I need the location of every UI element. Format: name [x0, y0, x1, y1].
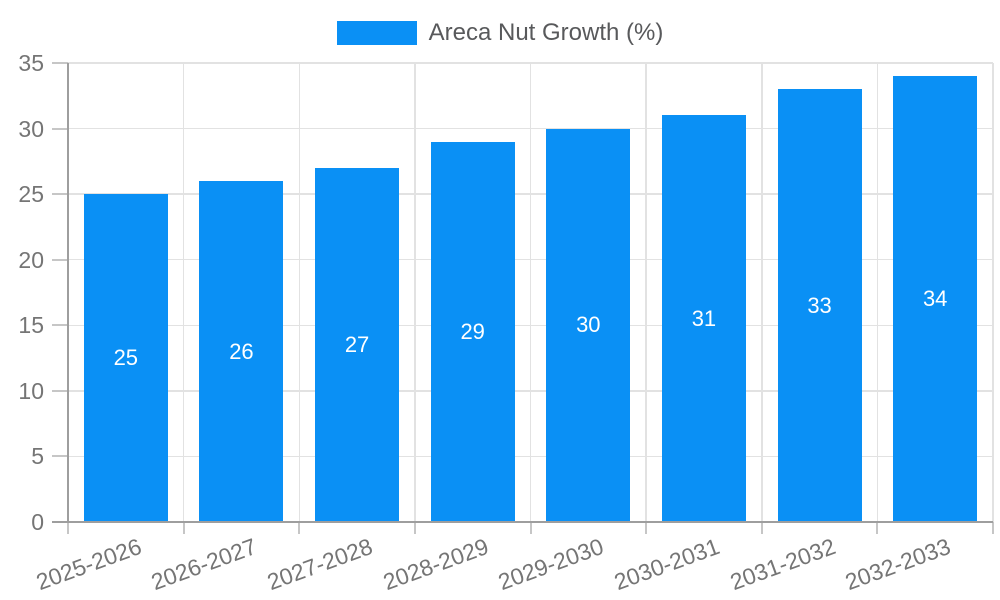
x-axis-tick	[760, 522, 763, 534]
bar-value-label: 25	[113, 345, 139, 371]
y-axis-tick	[52, 258, 68, 261]
y-axis-tick-label: 10	[18, 377, 44, 404]
bar-2032-2033[interactable]: 34	[893, 76, 978, 522]
bar-value-label: 34	[922, 286, 948, 312]
y-axis-tick	[52, 389, 68, 392]
y-axis-tick	[52, 62, 68, 64]
x-axis-tick	[413, 522, 416, 534]
gridline-vertical	[298, 63, 300, 522]
y-axis-line	[67, 63, 69, 522]
x-axis-tick	[182, 522, 185, 534]
y-axis-tick-label: 25	[18, 181, 44, 208]
y-axis-tick-label: 5	[31, 443, 44, 470]
gridline-vertical	[414, 63, 416, 522]
gridline-vertical	[761, 63, 763, 522]
bar-2029-2030[interactable]: 30	[546, 128, 631, 522]
bar-value-label: 31	[691, 305, 717, 331]
x-axis-baseline	[52, 521, 993, 523]
x-axis-tick	[67, 522, 69, 534]
y-axis-tick	[52, 193, 68, 196]
y-axis-tick-label: 35	[18, 50, 44, 76]
bar-value-label: 27	[344, 331, 370, 357]
legend-label: Areca Nut Growth (%)	[428, 19, 664, 46]
y-axis-tick-label: 20	[18, 246, 44, 273]
y-axis-tick	[52, 455, 68, 458]
y-axis-tick-label: 30	[18, 115, 44, 142]
x-axis-tick	[645, 522, 648, 534]
y-axis-tick-label: 15	[18, 312, 44, 339]
y-axis-tick	[52, 127, 68, 130]
x-axis-tick	[298, 522, 301, 534]
x-axis-tick	[529, 522, 532, 534]
bar-2031-2032[interactable]: 33	[777, 89, 862, 522]
bar-value-label: 29	[460, 318, 485, 344]
bar-2025-2026[interactable]: 25	[83, 194, 168, 522]
bar-2026-2027[interactable]: 26	[199, 181, 284, 522]
y-axis-tick-label: 0	[31, 509, 44, 535]
gridline-vertical	[876, 63, 879, 522]
y-axis-tick	[52, 324, 68, 327]
gridline-vertical	[992, 63, 994, 522]
x-axis-tick	[876, 522, 879, 534]
gridline-vertical	[645, 63, 647, 522]
bar-2027-2028[interactable]: 27	[315, 167, 400, 522]
legend-swatch-icon	[336, 21, 417, 45]
gridline-vertical	[182, 63, 185, 522]
legend-item[interactable]: Areca Nut Growth (%)	[0, 19, 1000, 47]
bar-value-label: 30	[576, 312, 601, 338]
bar-value-label: 33	[807, 292, 832, 318]
gridline-vertical	[529, 63, 532, 522]
x-axis-tick	[992, 522, 994, 534]
bar-2030-2031[interactable]: 31	[661, 115, 746, 522]
bar-2028-2029[interactable]: 29	[430, 141, 515, 522]
bar-value-label: 26	[229, 338, 254, 364]
